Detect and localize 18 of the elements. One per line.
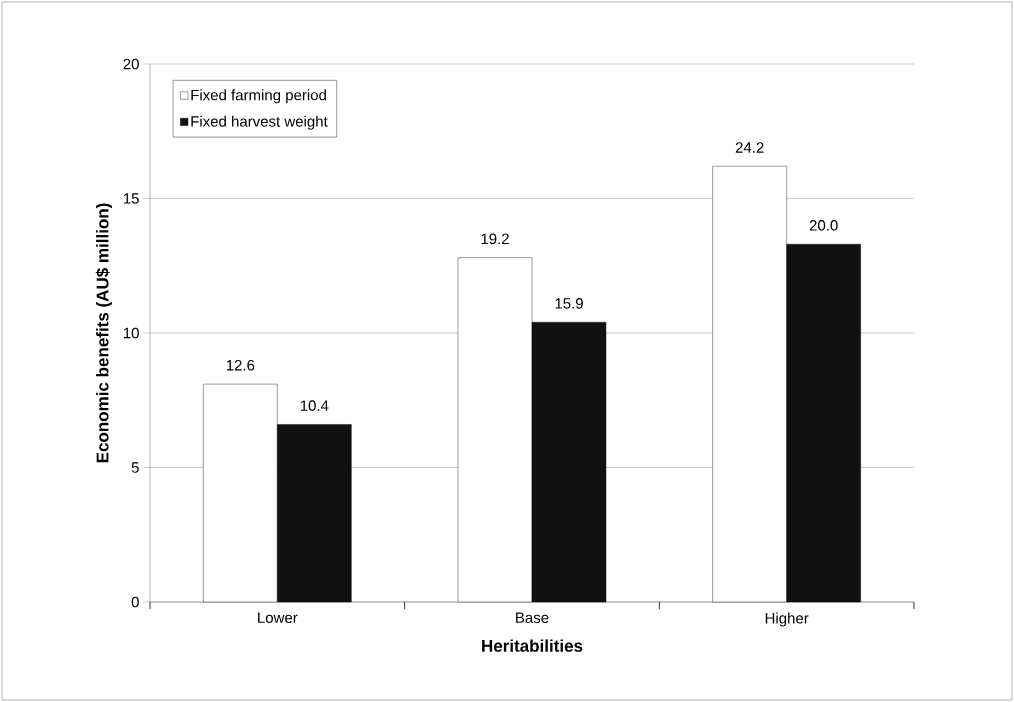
y-tick-label: 5 <box>131 462 139 473</box>
annotation: 10.4 <box>300 400 329 411</box>
y-tick-label: 0 <box>131 596 139 608</box>
x-tick-label: Lower <box>258 612 298 623</box>
x-tick-label: Higher <box>765 612 809 627</box>
annotation: 24.2 <box>735 142 764 153</box>
x-tick-label: Base <box>516 612 549 623</box>
annotation: 19.2 <box>481 233 509 245</box>
annotation: 12.6 <box>226 359 255 371</box>
annotation: 15.9 <box>555 298 583 309</box>
y-tick-label: 20 <box>123 58 139 70</box>
y-axis-title: Economic benefits (AU$ million) <box>95 203 112 463</box>
y-tick-label: 15 <box>123 193 139 204</box>
legend-label: Fixed farming period <box>191 89 326 104</box>
annotation: 20.0 <box>809 220 838 231</box>
y-tick-label: 10 <box>123 327 139 339</box>
legend-label: Fixed harvest weight <box>191 115 328 130</box>
x-axis-title: Heritabilities <box>482 639 583 652</box>
